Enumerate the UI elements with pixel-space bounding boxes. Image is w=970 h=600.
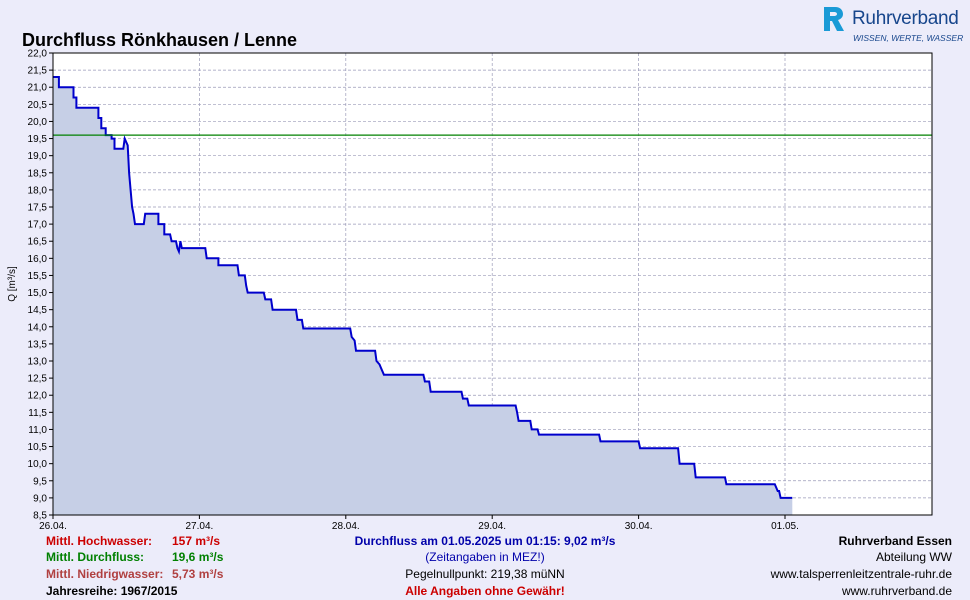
y-tick-label: 21,5: [28, 66, 48, 77]
chart-title: Durchfluss Rönkhausen / Lenne: [22, 30, 298, 50]
org-name: Ruhrverband Essen: [838, 534, 952, 548]
y-tick-label: 18,5: [28, 168, 48, 179]
series-layer: [53, 76, 932, 515]
y-tick-label: 17,5: [28, 203, 48, 214]
series-line: [53, 76, 793, 499]
y-tick-label: 20,5: [28, 100, 48, 111]
y-tick-label: 13,0: [28, 357, 48, 368]
series-area: [53, 77, 793, 515]
y-tick-label: 22,0: [28, 49, 48, 60]
y-tick-label: 11,0: [28, 425, 47, 436]
hochwasser-value: 157 m³/s: [172, 534, 221, 548]
y-tick-label: 9,0: [33, 493, 47, 504]
y-tick-label: 18,0: [28, 185, 48, 196]
y-tick-label: 20,0: [28, 117, 48, 128]
x-tick-label: 28.04.: [332, 521, 360, 532]
x-tick-label: 26.04.: [39, 521, 67, 532]
y-tick-label: 8,5: [33, 511, 47, 522]
y-tick-label: 17,0: [28, 220, 48, 231]
y-tick-label: 15,5: [28, 271, 48, 282]
durchfluss-value: 19,6 m³/s: [172, 550, 224, 564]
jahresreihe: Jahresreihe: 1967/2015: [46, 584, 178, 598]
y-tick-label: 16,5: [28, 237, 48, 248]
axes: 8,5 9,0 9,5 10,0 10,5 11,0 11,5 12,0 12,5 13,0 13,…: [7, 49, 933, 532]
y-tick-label: 11,5: [28, 408, 47, 419]
pegelnullpunkt: Pegelnullpunkt: 219,38 müNN: [405, 567, 565, 581]
plot-frame: [52, 52, 933, 516]
niedrigwasser-label: Mittl. Niedrigwasser:: [46, 567, 164, 581]
brand-claim: WISSEN, WERTE, WASSER: [853, 33, 964, 43]
x-tick-label: 30.04.: [625, 521, 653, 532]
y-tick-label: 19,0: [28, 151, 48, 162]
department: Abteilung WW: [875, 550, 952, 564]
y-tick-label: 19,5: [28, 134, 48, 145]
niedrigwasser-value: 5,73 m³/s: [172, 567, 224, 581]
url-ruhrverband: www.ruhrverband.de: [841, 584, 952, 598]
x-tick-label: 01.05.: [771, 521, 799, 532]
y-tick-label: 16,0: [28, 254, 48, 265]
durchfluss-label: Mittl. Durchfluss:: [46, 550, 144, 564]
ruhrverband-logo-icon: [824, 7, 844, 31]
disclaimer: Alle Angaben ohne Gewähr!: [405, 584, 565, 598]
current-discharge: Durchfluss am 01.05.2025 um 01:15: 9,02 …: [354, 534, 616, 548]
y-tick-label: 21,0: [28, 83, 48, 94]
y-axis-label: Q [m³/s]: [7, 266, 18, 302]
ruhrverband-logo: Ruhrverband WISSEN, WERTE, WASSER: [822, 6, 964, 46]
y-tick-label: 15,0: [28, 288, 48, 299]
y-tick-label: 9,5: [33, 476, 47, 487]
y-tick-label: 14,5: [28, 305, 48, 316]
y-tick-label: 12,0: [28, 391, 48, 402]
zeitangaben-note: (Zeitangaben in MEZ!): [425, 550, 545, 564]
y-tick-label: 10,0: [28, 459, 48, 470]
x-tick-label: 27.04.: [185, 521, 213, 532]
x-tick-label: 29.04.: [478, 521, 506, 532]
hochwasser-label: Mittl. Hochwasser:: [46, 534, 153, 548]
y-tick-label: 10,5: [28, 442, 48, 453]
y-tick-label: 14,0: [28, 322, 48, 333]
y-tick-label: 13,5: [28, 339, 48, 350]
url-talsperren: www.talsperrenleitzentrale-ruhr.de: [770, 567, 952, 581]
y-tick-label: 12,5: [28, 374, 48, 385]
brand-name: Ruhrverband: [852, 8, 959, 29]
